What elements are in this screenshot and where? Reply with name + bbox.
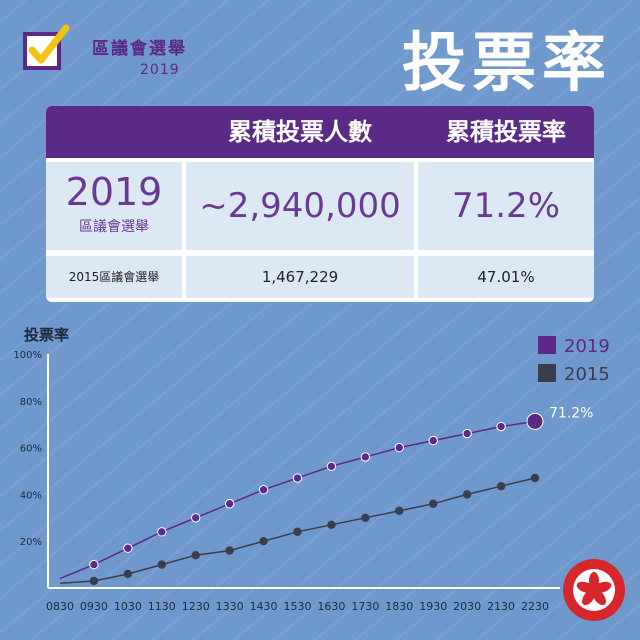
series-points: 71.2%	[89, 405, 593, 586]
data-point-2015	[191, 551, 200, 560]
data-point-2019	[224, 499, 235, 509]
column-header-rate: 累積投票率	[446, 118, 566, 146]
data-point-2015	[361, 513, 370, 522]
row-2015-turnout-count: 1,467,229	[261, 268, 339, 286]
x-tick-label: 2230	[521, 600, 549, 613]
data-point-2019	[462, 428, 472, 439]
x-tick-label: 1830	[385, 600, 413, 613]
y-tick-label: 80%	[20, 397, 42, 408]
data-point-2019	[191, 513, 201, 523]
row-2019-label-cell: 2019 區議會選舉	[46, 162, 182, 250]
data-point-2015	[395, 506, 404, 515]
x-tick-label: 1030	[114, 600, 142, 613]
data-point-2019	[292, 473, 303, 483]
stats-table: 累積投票人數 累積投票率 2019 區議會選舉 ~2,940,000 71.2%…	[46, 106, 594, 302]
x-tick-label: 1730	[351, 600, 379, 613]
row-2019-label: 區議會選舉	[79, 219, 149, 235]
row-2019-year: 2019	[65, 170, 163, 214]
y-tick-label: 100%	[13, 350, 42, 361]
data-point-2019	[89, 559, 99, 570]
data-point-2019	[258, 485, 269, 495]
data-point-2019	[123, 543, 133, 553]
data-point-2015	[530, 473, 540, 483]
row-2015-label: 2015區議會選舉	[68, 270, 160, 284]
data-point-2019	[360, 452, 371, 462]
row-2019-rate-cell: 71.2%	[418, 162, 594, 250]
data-point-2019	[526, 412, 544, 430]
row-2015-label-cell: 2015區議會選舉	[46, 256, 182, 298]
data-point-2015	[462, 490, 472, 499]
x-tick-label: 0830	[46, 600, 74, 613]
data-point-2019	[157, 527, 167, 537]
data-point-2019	[394, 442, 404, 453]
x-tick-label: 1230	[182, 600, 210, 613]
row-2019-turnout-count: ~2,940,000	[199, 186, 401, 226]
y-tick-label: 60%	[20, 444, 42, 455]
data-point-2015	[327, 520, 336, 530]
row-2015-count-cell: 1,467,229	[186, 256, 414, 298]
stats-table-header	[46, 106, 594, 158]
event-title: 區議會選舉	[92, 39, 187, 59]
x-tick-label: 1930	[419, 600, 447, 613]
series-line-2019	[59, 420, 536, 580]
row-2019-turnout-rate: 71.2%	[451, 186, 560, 226]
data-point-2015	[429, 499, 438, 508]
x-tick-label: 1430	[250, 600, 278, 613]
data-point-2015	[496, 482, 506, 491]
legend-label-2015: 2015	[564, 364, 610, 385]
data-point-2015	[225, 546, 234, 555]
last-value-label-2019: 71.2%	[549, 405, 593, 421]
data-point-2015	[293, 527, 302, 537]
x-tick-label: 1330	[216, 600, 244, 613]
series-lines	[59, 420, 536, 585]
data-point-2015	[89, 576, 99, 586]
data-point-2015	[259, 537, 268, 546]
x-tick-label: 1530	[284, 600, 312, 613]
legend-swatch-2015	[538, 364, 556, 382]
data-point-2019	[428, 435, 438, 446]
page-title: 投票率	[402, 27, 612, 101]
x-tick-label: 2130	[487, 600, 515, 613]
y-tick-label: 20%	[20, 537, 42, 548]
row-2019-count-cell: ~2,940,000	[186, 162, 414, 250]
data-point-2019	[326, 461, 337, 472]
hong-kong-emblem-icon	[563, 559, 625, 621]
row-2015-turnout-rate: 47.01%	[477, 268, 535, 286]
column-header-count: 累積投票人數	[228, 118, 372, 146]
x-tick-label: 1630	[317, 600, 345, 613]
row-2015-rate-cell: 47.01%	[418, 256, 594, 298]
checkbox-icon	[23, 24, 70, 70]
legend-label-2019: 2019	[564, 336, 610, 357]
y-tick-label: 40%	[20, 490, 42, 501]
y-axis-label: 投票率	[24, 326, 69, 344]
legend-swatch-2019	[538, 336, 556, 354]
x-tick-label: 2030	[453, 600, 481, 613]
axes: 100% 80% 60% 40% 20% 0830 0930 1030 1130 1230 1330…	[13, 350, 560, 613]
data-point-2015	[123, 569, 133, 579]
data-point-2019	[496, 421, 506, 432]
x-tick-label: 0930	[80, 600, 108, 613]
x-tick-label: 1130	[148, 600, 176, 613]
legend: 2019 2015	[538, 336, 610, 385]
data-point-2015	[157, 560, 166, 569]
event-year: 2019	[140, 62, 180, 78]
